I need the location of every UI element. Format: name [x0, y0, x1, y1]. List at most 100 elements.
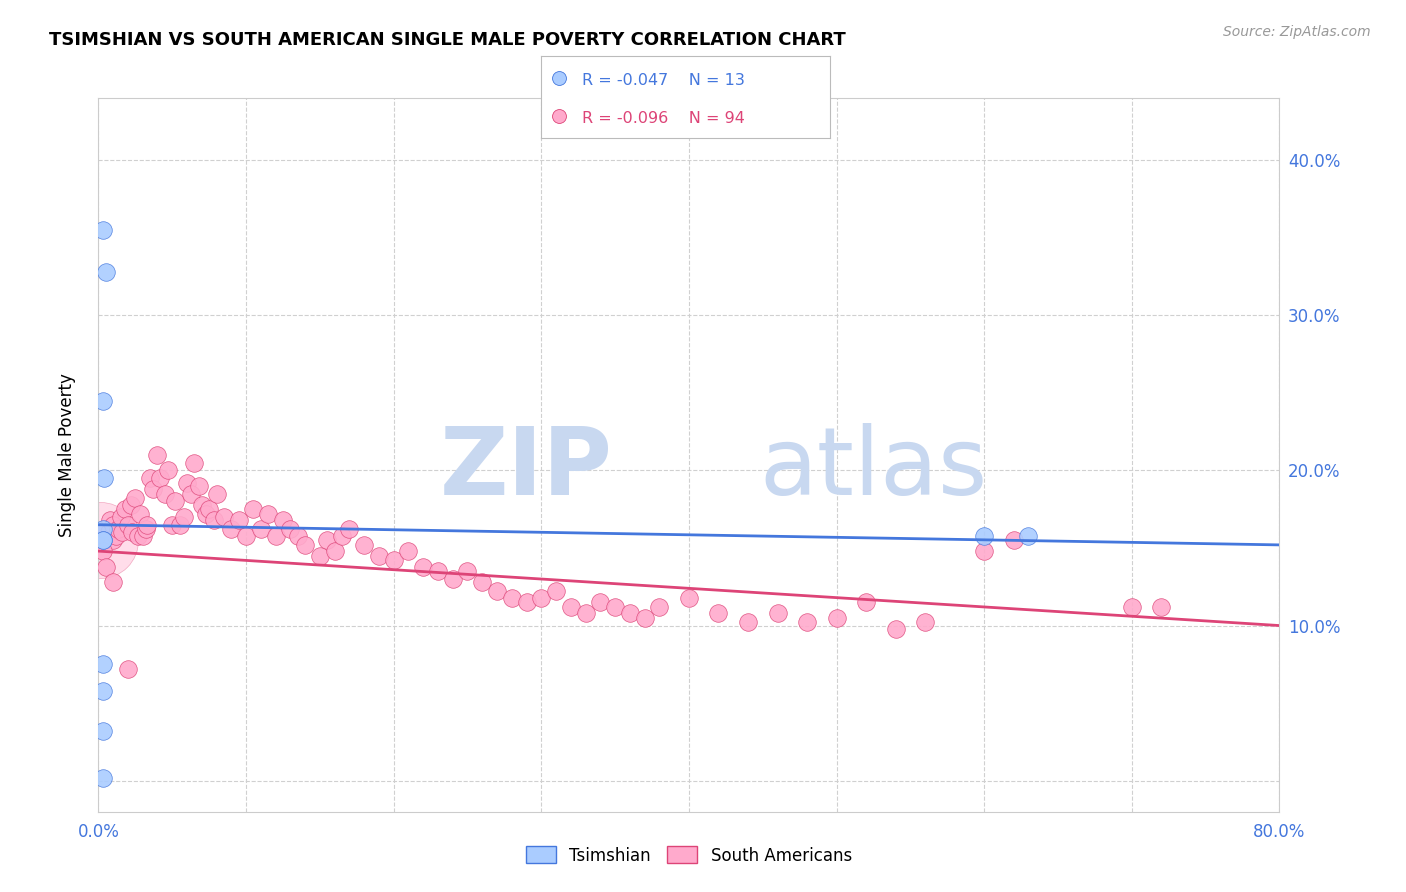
Point — [235, 528, 257, 542]
Point — [173, 510, 195, 524]
Point — [242, 502, 264, 516]
Point — [278, 522, 302, 536]
Point — [382, 553, 405, 567]
Point — [117, 517, 139, 532]
Point — [353, 538, 375, 552]
Point — [91, 544, 114, 558]
Point — [91, 393, 114, 408]
Point — [678, 591, 700, 605]
Point — [339, 522, 360, 536]
Point — [368, 549, 391, 563]
Point — [195, 507, 218, 521]
Point — [89, 533, 111, 548]
Point — [149, 471, 172, 485]
Point — [142, 482, 165, 496]
Point — [107, 522, 129, 536]
Point — [973, 544, 995, 558]
Point — [530, 591, 553, 605]
Point — [132, 528, 155, 542]
Point — [546, 584, 568, 599]
Point — [501, 591, 523, 605]
Point — [287, 528, 309, 542]
Point — [396, 544, 419, 558]
Point — [309, 549, 332, 563]
Point — [560, 599, 582, 614]
Y-axis label: Single Male Poverty: Single Male Poverty — [58, 373, 76, 537]
Point — [547, 109, 569, 123]
Point — [205, 486, 228, 500]
Point — [271, 513, 294, 527]
Point — [456, 564, 478, 578]
Point — [264, 528, 287, 542]
Point — [153, 486, 176, 500]
Point — [97, 525, 120, 540]
Point — [855, 595, 877, 609]
Point — [228, 513, 250, 527]
Text: Source: ZipAtlas.com: Source: ZipAtlas.com — [1223, 25, 1371, 39]
Point — [111, 525, 134, 540]
Point — [316, 533, 339, 548]
Point — [547, 71, 569, 86]
Point — [914, 615, 936, 630]
Point — [128, 507, 150, 521]
Point — [412, 559, 434, 574]
Point — [825, 611, 848, 625]
Point — [91, 533, 114, 548]
Point — [766, 606, 789, 620]
Point — [202, 513, 225, 527]
Point — [257, 507, 280, 521]
Point — [139, 471, 162, 485]
Point — [589, 595, 612, 609]
Point — [574, 606, 596, 620]
Point — [1121, 599, 1143, 614]
Point — [103, 533, 125, 548]
Text: TSIMSHIAN VS SOUTH AMERICAN SINGLE MALE POVERTY CORRELATION CHART: TSIMSHIAN VS SOUTH AMERICAN SINGLE MALE … — [49, 31, 846, 49]
Point — [91, 683, 114, 698]
Point — [124, 491, 146, 506]
Point — [110, 510, 132, 524]
Point — [1150, 599, 1173, 614]
Point — [515, 595, 537, 609]
Point — [127, 528, 149, 542]
Point — [619, 606, 641, 620]
Point — [737, 615, 759, 630]
Point — [94, 522, 117, 536]
Point — [98, 513, 121, 527]
Point — [91, 724, 114, 739]
Point — [323, 544, 346, 558]
Point — [117, 662, 139, 676]
Point — [120, 498, 142, 512]
Point — [135, 522, 157, 536]
Point — [91, 533, 114, 548]
Point — [169, 517, 191, 532]
Point — [136, 517, 159, 532]
Point — [176, 475, 198, 490]
Point — [91, 657, 114, 672]
Point — [427, 564, 450, 578]
Point — [294, 538, 316, 552]
Point — [1002, 533, 1025, 548]
Point — [91, 223, 114, 237]
Point — [605, 599, 627, 614]
Point — [212, 510, 235, 524]
Point — [330, 528, 353, 542]
Text: ZIP: ZIP — [439, 423, 612, 516]
Point — [114, 502, 136, 516]
Point — [183, 456, 205, 470]
Point — [486, 584, 509, 599]
Point — [180, 486, 202, 500]
Point — [441, 572, 464, 586]
Point — [648, 599, 671, 614]
Text: R = -0.047    N = 13: R = -0.047 N = 13 — [582, 73, 745, 88]
Point — [633, 611, 655, 625]
Point — [191, 498, 214, 512]
Point — [162, 517, 183, 532]
Text: atlas: atlas — [759, 423, 988, 516]
Point — [884, 622, 907, 636]
Point — [93, 471, 115, 485]
Point — [94, 559, 117, 574]
Point — [103, 517, 125, 532]
Point — [707, 606, 730, 620]
Point — [796, 615, 818, 630]
Point — [146, 448, 169, 462]
